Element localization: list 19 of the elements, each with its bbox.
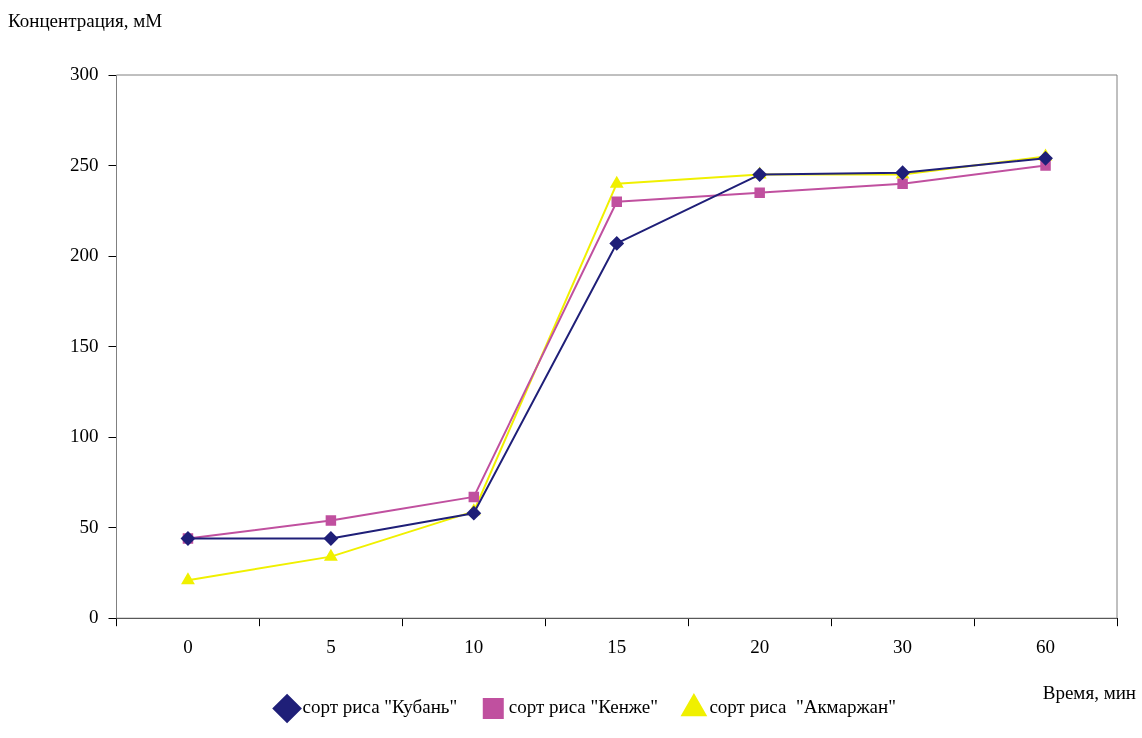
y-tick-label: 50 (79, 515, 99, 537)
x-tick-label: 60 (1036, 635, 1056, 657)
x-tick-label: 30 (893, 635, 913, 657)
legend-label: сорт риса "Кубань" (302, 696, 458, 718)
x-tick-label: 10 (464, 635, 484, 657)
x-tick-label: 0 (183, 635, 193, 657)
x-tick-label: 20 (750, 635, 770, 657)
y-tick-label: 150 (70, 334, 99, 356)
x-axis-title: Время, мин (1042, 682, 1136, 704)
y-axis-title: Концентрация, мМ (8, 10, 163, 32)
x-tick-label: 15 (607, 635, 627, 657)
y-tick-label: 250 (70, 153, 99, 175)
legend-label: сорт риса "Кенже" (508, 696, 658, 718)
y-tick-label: 300 (70, 62, 99, 84)
y-tick-label: 100 (70, 425, 99, 447)
legend-label: сорт риса "Акмаржан" (709, 696, 896, 718)
y-tick-label: 200 (70, 244, 99, 266)
y-tick-label: 0 (89, 606, 99, 628)
x-tick-label: 5 (326, 635, 336, 657)
